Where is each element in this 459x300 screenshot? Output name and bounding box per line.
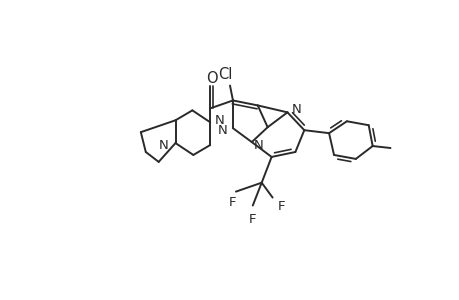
Text: N: N <box>253 139 263 152</box>
Text: F: F <box>248 213 256 226</box>
Text: F: F <box>229 196 236 209</box>
Text: N: N <box>291 103 301 116</box>
Text: Cl: Cl <box>218 67 232 82</box>
Text: O: O <box>206 71 218 86</box>
Text: N: N <box>158 139 168 152</box>
Text: N: N <box>215 114 224 127</box>
Text: F: F <box>277 200 285 213</box>
Text: N: N <box>217 124 227 137</box>
